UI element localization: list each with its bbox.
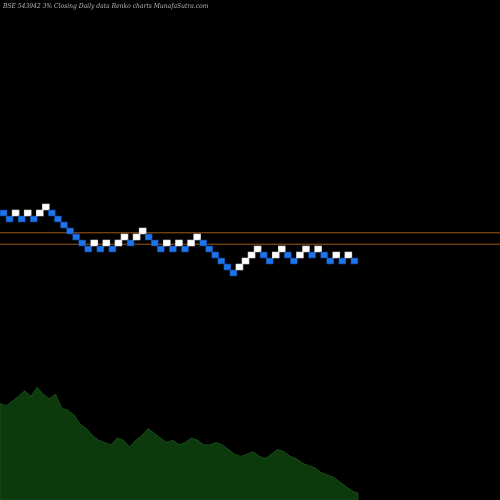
renko-brick-down — [150, 239, 159, 247]
renko-brick-down — [17, 215, 26, 223]
renko-brick-up — [138, 227, 147, 235]
renko-brick-down — [326, 257, 335, 265]
renko-brick-up — [247, 251, 256, 259]
chart-header: BSE 543942 3% Closing Daily data Renko c… — [2, 3, 209, 10]
renko-brick-down — [126, 239, 135, 247]
renko-brick-up — [235, 263, 244, 271]
renko-brick-down — [259, 251, 268, 259]
renko-bricks — [0, 203, 359, 277]
renko-brick-up — [102, 239, 111, 247]
renko-brick-down — [308, 251, 316, 259]
renko-brick-down — [205, 245, 213, 253]
renko-brick-up — [23, 209, 32, 217]
renko-brick-up — [314, 245, 322, 253]
volume-series-area — [0, 386, 359, 500]
renko-brick-down — [96, 245, 105, 253]
renko-brick-down — [60, 221, 68, 229]
renko-brick-up — [163, 239, 171, 247]
renko-brick-up — [277, 245, 286, 253]
renko-brick-up — [90, 239, 99, 247]
renko-brick-down — [169, 245, 177, 253]
renko-brick-up — [271, 251, 280, 259]
renko-brick-down — [229, 269, 238, 277]
renko-brick-down — [181, 245, 189, 253]
renko-brick-down — [144, 233, 153, 241]
renko-brick-down — [72, 233, 80, 241]
renko-brick-down — [199, 239, 207, 247]
renko-brick-down — [48, 209, 56, 217]
renko-brick-down — [320, 251, 328, 259]
renko-brick-up — [302, 245, 310, 253]
renko-brick-down — [217, 257, 226, 265]
renko-brick-up — [114, 239, 123, 247]
renko-brick-down — [78, 239, 86, 247]
renko-brick-up — [253, 245, 262, 253]
renko-brick-up — [241, 257, 250, 265]
renko-brick-up — [120, 233, 129, 241]
renko-brick-up — [193, 233, 201, 241]
renko-brick-down — [350, 257, 359, 265]
renko-brick-down — [66, 227, 74, 235]
renko-brick-up — [42, 203, 50, 211]
renko-brick-down — [84, 245, 92, 253]
renko-brick-down — [284, 251, 292, 259]
renko-brick-down — [29, 215, 38, 223]
renko-brick-down — [290, 257, 298, 265]
renko-brick-down — [0, 209, 8, 217]
volume-area — [0, 386, 359, 500]
renko-brick-up — [187, 239, 195, 247]
renko-brick-down — [211, 251, 220, 259]
renko-brick-down — [223, 263, 232, 271]
renko-brick-up — [132, 233, 141, 241]
renko-brick-up — [11, 209, 20, 217]
renko-brick-up — [175, 239, 183, 247]
renko-brick-down — [338, 257, 347, 265]
renko-brick-up — [344, 251, 353, 259]
renko-brick-up — [35, 209, 44, 217]
renko-brick-up — [296, 251, 304, 259]
renko-brick-down — [157, 245, 165, 253]
renko-brick-down — [5, 215, 14, 223]
renko-brick-down — [265, 257, 274, 265]
renko-brick-up — [332, 251, 341, 259]
renko-brick-down — [54, 215, 62, 223]
renko-brick-down — [108, 245, 117, 253]
